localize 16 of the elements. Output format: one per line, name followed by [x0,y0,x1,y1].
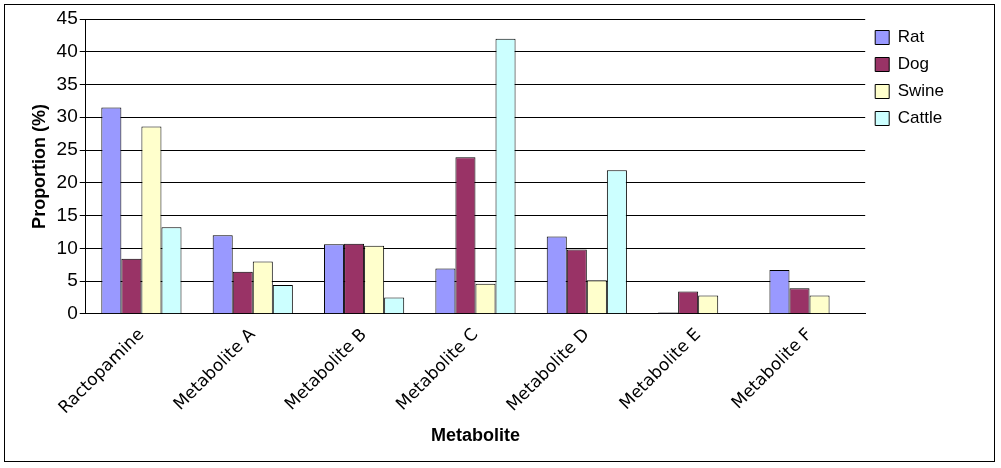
y-tick-label: 15 [56,203,78,225]
y-tick-label: 35 [56,72,78,94]
y-axis-title: Proportion (%) [28,103,49,229]
y-tick-label: 45 [56,7,78,29]
x-axis-title: Metabolite [430,425,520,446]
legend-label: Cattle [897,108,943,128]
legend-label: Swine [897,81,945,101]
legend-label: Rat [897,27,925,47]
legend-label: Dog [897,54,929,74]
y-tick-label: 30 [56,105,78,127]
y-tick-label: 10 [56,236,78,258]
y-tick-label: 20 [56,171,78,192]
y-tick-label: 40 [56,39,78,61]
y-tick-label: 0 [67,302,78,324]
y-tick-label: 5 [67,269,78,291]
y-tick-label: 25 [56,138,78,160]
